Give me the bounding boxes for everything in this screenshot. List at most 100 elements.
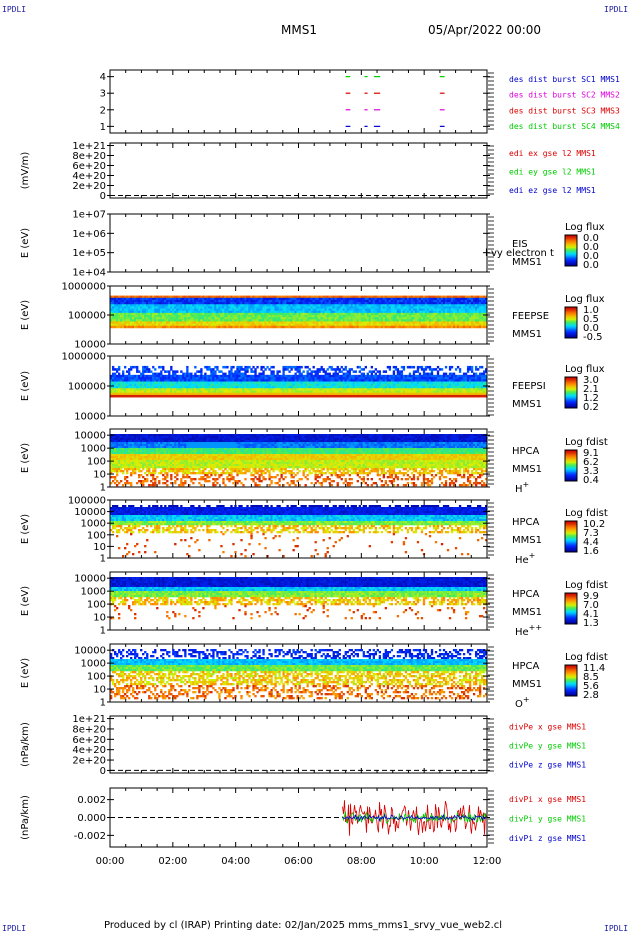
panel-feepsi-ylabel: E (eV) <box>20 371 31 401</box>
panel-divpe-ytick-label-3: 6e+20 <box>72 735 106 746</box>
panel-edi-ylabel: (mV/m) <box>20 152 31 190</box>
mission-title: MMS1 <box>281 23 317 37</box>
panel-burst-frame <box>109 69 488 134</box>
panel-feepse-colorbar-tick-3: -0.5 <box>583 332 603 343</box>
panel-feepsi-ytick-label-0: 10000 <box>74 412 106 423</box>
panel-edi-ytick-label-0: 0 <box>100 191 106 202</box>
panel-hpca_he2-ytick-label-4: 10000 <box>74 574 106 585</box>
panel-hpca_he2-colorbar-tick-2: 4.1 <box>583 609 599 620</box>
panel-burst-ytick-label-1: 2 <box>100 105 106 116</box>
panel-hpca_he-colorbar <box>564 520 578 553</box>
panel-hpca_he-colorbar-tick-3: 1.6 <box>583 546 599 557</box>
panel-hpca_he-ytick-label-0: 1 <box>100 554 106 565</box>
panel-hpca_he2-colorbar <box>564 592 578 625</box>
panel-hpca_o-spacecraft: MMS1 <box>512 679 542 690</box>
panel-hpca_h-ytick-label-2: 100 <box>87 457 106 468</box>
panel-hpca_o-instrument: HPCA <box>512 661 540 672</box>
panel-hpca_h: 1 10 100 1000 10000 E (eV) Log fdist9.16.23.30… <box>20 428 608 495</box>
panel-hpca_o-species: O+ <box>515 695 530 710</box>
panel-eis-colorbar-tick-2: 0.0 <box>583 251 599 262</box>
panel-feepsi-colorbar-title: Log flux <box>565 364 605 375</box>
panel-hpca_h-ytick-label-0: 1 <box>100 483 106 494</box>
panel-eis-colorbar-title: Log flux <box>565 222 605 233</box>
panel-hpca_o-ytick-label-2: 100 <box>87 672 106 683</box>
panel-hpca_h-ytick-label-1: 10 <box>93 470 106 481</box>
panel-edi-legend-0: edi ex gse l2 MMS1 <box>509 149 596 158</box>
panel-edi-frame <box>109 142 488 199</box>
panel-burst-legend-3: des dist burst SC4 MMS4 <box>509 122 620 131</box>
x-tick-label-5: 10:00 <box>410 856 439 867</box>
panel-edi-ytick-label-4: 8e+20 <box>72 151 106 162</box>
panel-feepse-ytick-label-2: 1000000 <box>61 282 106 293</box>
panel-divpe-ytick-label-5: 1e+21 <box>72 714 106 725</box>
panel-hpca_he2-ylabel: E (eV) <box>20 586 31 616</box>
panel-hpca_h-ytick-label-3: 1000 <box>81 444 106 455</box>
panel-eis-ytick-label-0: 1e+04 <box>72 268 106 279</box>
panel-eis-colorbar-tick-1: 0.0 <box>583 242 599 253</box>
panel-divpe-legend-0: divPe x gse MMS1 <box>509 723 586 732</box>
panel-divpi-ytick-label-0: -0.002 <box>74 831 106 842</box>
panel-eis-overlay-text: l vy electron t <box>485 248 554 259</box>
panel-feepse-ylabel: E (eV) <box>20 300 31 330</box>
panel-feepse-ytick-label-0: 10000 <box>74 340 106 351</box>
panel-eis-instrument: EIS <box>512 239 528 250</box>
panel-hpca_o-colorbar-tick-1: 8.5 <box>583 672 599 683</box>
panel-hpca_o: 1 10 100 1000 10000 E (eV) Log fdist11.48.55.6… <box>20 643 608 710</box>
panel-hpca_he2-colorbar-tick-3: 1.3 <box>583 618 599 629</box>
panel-divpi-ytick-label-1: 0.000 <box>77 813 106 824</box>
panel-hpca_o-colorbar-tick-2: 5.6 <box>583 681 599 692</box>
panel-eis-frame <box>109 213 488 273</box>
panel-feepse-instrument: FEEPSE <box>512 311 549 322</box>
panel-feepsi-ytick-label-2: 1000000 <box>61 352 106 363</box>
panel-hpca_o-colorbar-tick-3: 2.8 <box>583 690 599 701</box>
panel-divpi: -0.002 0.000 0.002 (nPa/km) divPi x gse MMS1… <box>20 787 586 848</box>
panel-feepse-spacecraft: MMS1 <box>512 329 542 340</box>
panel-hpca_h-instrument: HPCA <box>512 446 540 457</box>
panel-hpca_o-ytick-label-3: 1000 <box>81 659 106 670</box>
panel-divpe-ytick-label-0: 0 <box>100 766 106 777</box>
panel-divpi-series-2 <box>342 813 487 822</box>
panel-feepsi-colorbar-tick-1: 2.1 <box>583 384 599 395</box>
panel-hpca_he2-colorbar-tick-1: 7.0 <box>583 600 599 611</box>
x-tick-label-1: 02:00 <box>158 856 187 867</box>
panel-divpe-legend-1: divPe y gse MMS1 <box>509 742 586 751</box>
panel-feepsi: 10000 100000 1000000 E (eV) Log flux3.02.11.… <box>20 352 605 423</box>
panel-feepse-colorbar-tick-0: 1.0 <box>583 305 599 316</box>
panel-eis-colorbar-tick-0: 0.0 <box>583 233 599 244</box>
panel-hpca_he-ytick-label-2: 100 <box>87 530 106 541</box>
panel-feepsi-colorbar-tick-2: 1.2 <box>583 393 599 404</box>
panel-divpe-legend-2: divPe z gse MMS1 <box>509 761 586 770</box>
panel-hpca_he-ytick-label-1: 10 <box>93 542 106 553</box>
panel-burst-legend-2: des dist burst SC3 MMS3 <box>509 106 620 115</box>
panel-divpe-frame <box>109 715 488 774</box>
date-time: 05/Apr/2022 00:00 <box>428 23 542 37</box>
x-tick-label-2: 04:00 <box>221 856 250 867</box>
panel-hpca_o-ylabel: E (eV) <box>20 658 31 688</box>
panel-divpe-ytick-label-2: 4e+20 <box>72 745 106 756</box>
panel-divpe-ytick-label-1: 2e+20 <box>72 756 106 767</box>
panel-eis-ytick-label-3: 1e+07 <box>72 210 106 221</box>
panel-eis-ylabel: E (eV) <box>20 228 31 258</box>
panel-feepsi-colorbar <box>564 376 578 409</box>
panel-hpca_he-species: He+ <box>515 551 535 566</box>
panel-hpca_he2: 1 10 100 1000 10000 E (eV) Log fdist9.97.04.11… <box>20 571 608 638</box>
panel-feepse-colorbar-title: Log flux <box>565 294 605 305</box>
panel-feepse-colorbar <box>564 306 578 339</box>
panel-hpca_h-colorbar-tick-3: 0.4 <box>583 475 599 486</box>
panel-burst-ytick-label-2: 3 <box>100 89 106 100</box>
panel-hpca_he-ylabel: E (eV) <box>20 514 31 544</box>
panel-divpi-legend-1: divPi y gse MMS1 <box>509 815 586 824</box>
panel-feepsi-colorbar-tick-0: 3.0 <box>583 375 599 386</box>
panel-burst-legend-1: des dist burst SC2 MMS2 <box>509 91 620 100</box>
panel-divpi-legend-2: divPi z gse MMS1 <box>509 834 586 843</box>
corner-label-bottom-right: IPDLI <box>604 924 629 933</box>
panel-feepsi-spacecraft: MMS1 <box>512 399 542 410</box>
panel-hpca_he2-species: He++ <box>515 623 542 638</box>
panel-hpca_he-spacecraft: MMS1 <box>512 535 542 546</box>
panel-hpca_o-colorbar-tick-0: 11.4 <box>583 663 605 674</box>
x-tick-label-6: 12:00 <box>473 856 502 867</box>
panel-divpi-ylabel: (nPa/km) <box>20 795 31 840</box>
panel-hpca_he2-instrument: HPCA <box>512 589 540 600</box>
panel-hpca_o-ytick-label-0: 1 <box>100 698 106 709</box>
